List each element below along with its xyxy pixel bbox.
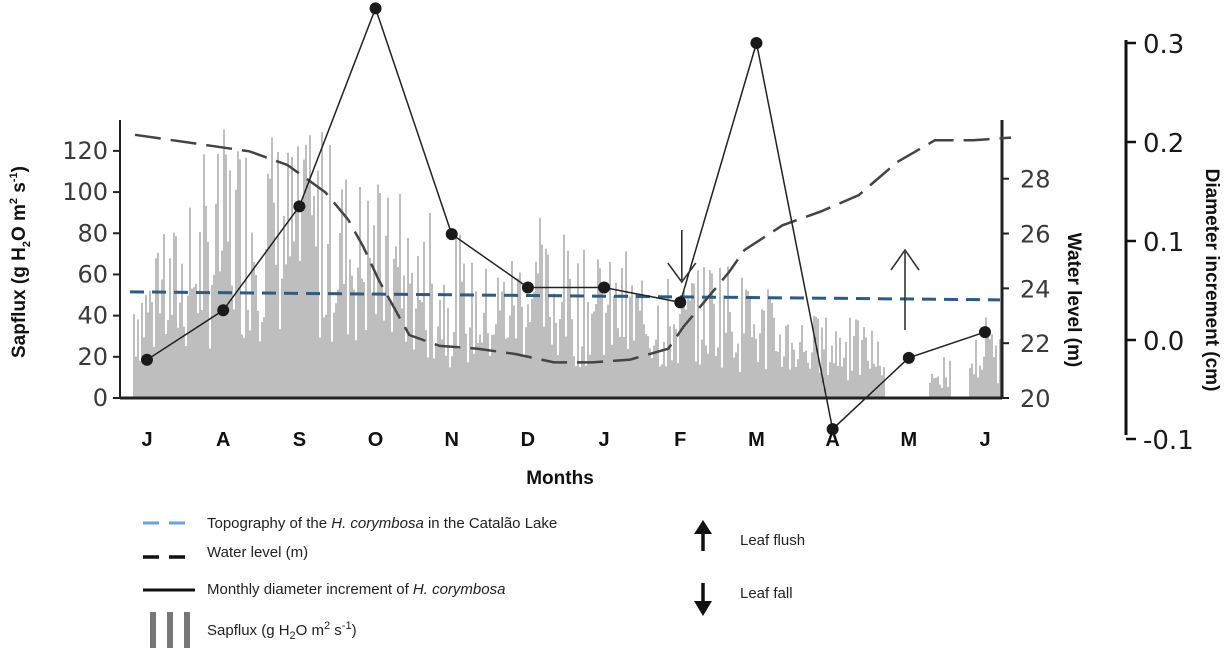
legend-leaf-fall-label: Leaf fall [740,585,793,602]
sapflux-tick-label: 40 [77,302,108,330]
water-axis-title: Water level (m) [1063,233,1084,367]
legend: Topography of the H. corymbosa in the Ca… [143,515,805,648]
legend-sapflux-swatch-bar [184,612,190,648]
month-label: A [216,429,230,451]
diameter-point [141,353,153,366]
diameter-point [521,281,534,294]
diameter-point [750,37,763,49]
month-label: N [445,429,459,451]
diameter-point [445,228,458,241]
water-tick-label: 24 [1020,275,1051,303]
diameter-point [598,281,611,294]
legend-leaf-flush-label: Leaf flush [740,532,805,549]
water-level-line [134,133,1012,364]
diameter-tick-label: 0.0 [1143,327,1184,357]
sapflux-axis-title: Sapflux (g H2O m2 s-1) [8,166,33,358]
x-axis-title: Months [526,468,594,489]
legend-sapflux-label: Sapflux (g H2O m2 s-1) [207,620,357,642]
month-label: S [293,429,306,451]
diameter-tick-label: -0.1 [1143,426,1194,456]
labels: Months Sapflux (g H2O m2 s-1) Water level … [8,166,1222,489]
axes: 0 20 40 60 80 100 120 20 22 24 26 28 0.3 0.2 0.1 0.0 -0.… [62,30,1194,456]
sapflux-tick-label: 20 [77,343,108,371]
month-label: M [748,429,765,451]
water-tick-label: 22 [1020,330,1051,358]
legend-leaf-flush-arrow-head [694,520,712,534]
diameter-point [369,2,382,15]
legend-sapflux-swatch-bar [167,612,173,648]
water-tick-label: 26 [1020,221,1051,249]
legend-leaf-fall-arrow-head [694,601,712,616]
sapflux-tick-label: 0 [93,384,108,412]
month-label: O [368,429,384,451]
month-label: J [979,429,990,451]
month-label: J [599,429,610,451]
leaf-flush-arrow-head [890,248,920,271]
diameter-line [146,6,986,431]
month-label: M [900,429,917,451]
diameter-point [979,326,991,339]
diameter-point [217,304,230,317]
leaf-fall-arrow-head [667,262,697,284]
legend-diameter-label: Monthly diameter increment of H. corymbo… [207,581,505,598]
sapflux-tick-label: 120 [62,137,108,165]
sapflux-tick-label: 60 [77,260,108,288]
diameter-point [826,423,839,436]
diameter-tick-label: 0.2 [1143,129,1184,159]
diameter-point [902,351,915,364]
sapflux-tick-label: 80 [77,219,108,247]
legend-water-label: Water level (m) [207,544,308,561]
month-label: J [141,429,152,451]
legend-topography-label: Topography of the H. corymbosa in the Ca… [207,515,557,532]
diameter-point [674,296,687,309]
diameter-tick-label: 0.3 [1143,30,1184,60]
diameter-tick-label: 0.1 [1143,228,1184,258]
diameter-point [293,200,306,213]
water-tick-label: 28 [1020,166,1051,194]
month-label: D [521,429,535,451]
topography-line [129,290,1001,302]
legend-sapflux-swatch-bar [150,612,156,648]
series [129,2,1012,436]
month-label: F [674,429,686,451]
water-tick-label: 20 [1020,385,1051,413]
sapflux-bars [133,129,1001,398]
month-label: A [825,429,839,451]
sapflux-tick-label: 100 [62,178,108,206]
diameter-axis-title: Diameter increment (cm) [1201,169,1222,392]
